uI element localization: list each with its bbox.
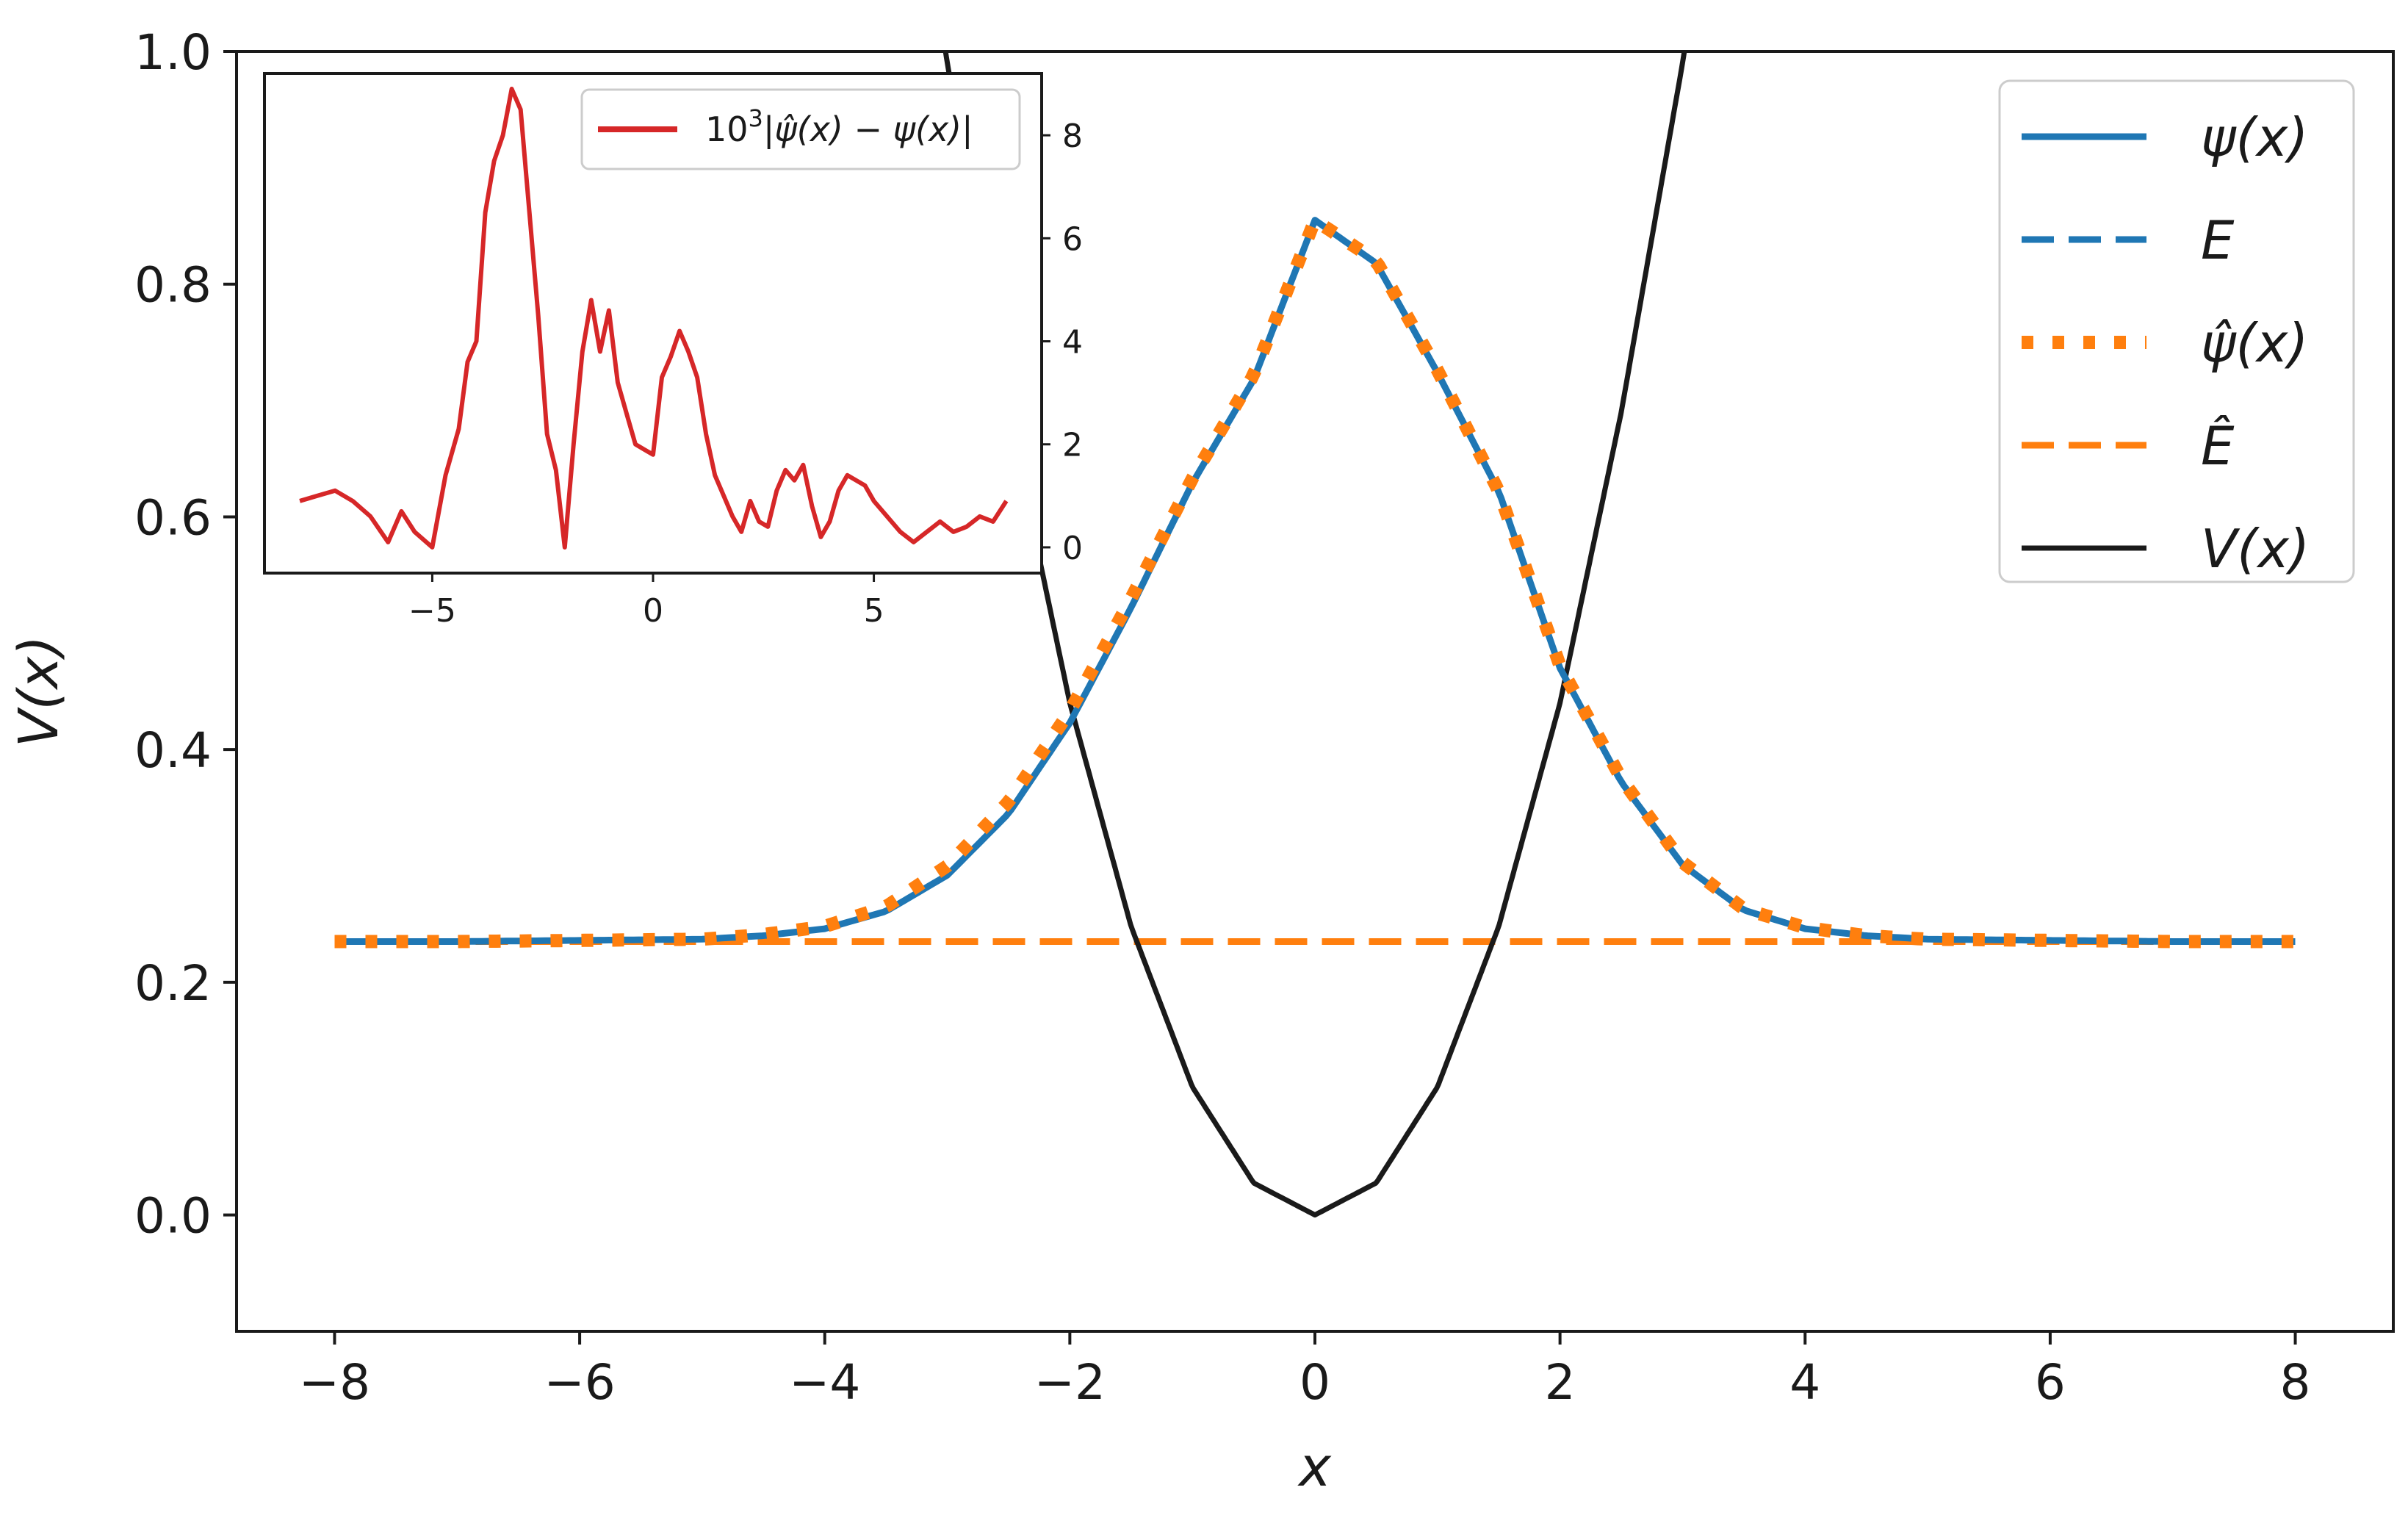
inset-x-tick-label: −5	[408, 592, 456, 630]
y-axis-label: V(x)	[7, 636, 71, 747]
main-x-ticks: −8 −6 −4 −2 0 2 4 6 8	[299, 1331, 2311, 1411]
main-x-tick-label: −4	[789, 1354, 860, 1411]
main-x-tick-label: −6	[544, 1354, 615, 1411]
main-x-tick-label: 8	[2280, 1354, 2311, 1411]
inset-x-tick-label: 0	[643, 592, 663, 630]
legend-label-2: ψ̂(x)	[2201, 312, 2308, 374]
legend-label-0: ψ(x)	[2201, 107, 2308, 168]
main-series-line-0	[334, 217, 2296, 945]
inset-series-line	[299, 87, 1009, 550]
main-plot-area: −8 −6 −4 −2 0 2 4 6 8 0.0 0.2 0.4 0.6 0.8 1.0 x V(x)	[7, 24, 2395, 1499]
inset-x-tick-label: 5	[864, 592, 884, 630]
main-x-tick-label: 2	[1545, 1354, 1576, 1411]
main-x-tick-label: −2	[1034, 1354, 1106, 1411]
inset-y-tick-label: 2	[1062, 427, 1083, 464]
main-y-tick-label: 0.2	[134, 955, 212, 1012]
main-y-tick-label: 0.8	[134, 257, 212, 314]
main-series-group	[333, 51, 2297, 1218]
inset-x-ticks: −5 0 5	[408, 573, 884, 630]
inset-series-group	[299, 87, 1009, 550]
main-x-tick-label: 6	[2035, 1354, 2066, 1411]
inset-legend-label: 103|ψ̂(x) − ψ(x)|	[705, 104, 973, 150]
inset-y-tick-label: 6	[1062, 220, 1083, 258]
inset-y-ticks: 0 2 4 6 8	[1042, 118, 1083, 567]
legend-label-3: Ê	[2201, 415, 2235, 477]
main-x-tick-label: 0	[1299, 1354, 1330, 1411]
main-legend-box	[1998, 79, 2355, 583]
inset-y-tick-label: 4	[1062, 324, 1083, 361]
inset-y-tick-label: 8	[1062, 118, 1083, 155]
main-y-tick-label: 1.0	[134, 24, 212, 81]
main-y-tick-label: 0.4	[134, 722, 212, 779]
x-axis-label: x	[1297, 1436, 1332, 1499]
main-y-ticks: 0.0 0.2 0.4 0.6 0.8 1.0	[134, 24, 237, 1245]
legend-label-1: E	[2201, 209, 2235, 271]
legend-label-4: V(x)	[2201, 518, 2310, 580]
inset-legend: 103|ψ̂(x) − ψ(x)|	[580, 88, 1021, 170]
main-x-tick-label: −8	[299, 1354, 370, 1411]
main-series-line-4	[942, 51, 1687, 1218]
inset-y-tick-label: 0	[1062, 530, 1083, 567]
inset-legend-box	[580, 88, 1021, 170]
main-x-tick-label: 4	[1789, 1354, 1820, 1411]
main-y-tick-label: 0.6	[134, 489, 212, 546]
main-legend: ψ(x) Eψ̂(x) Ê V(x)	[1998, 79, 2355, 583]
main-y-tick-label: 0.0	[134, 1188, 212, 1245]
